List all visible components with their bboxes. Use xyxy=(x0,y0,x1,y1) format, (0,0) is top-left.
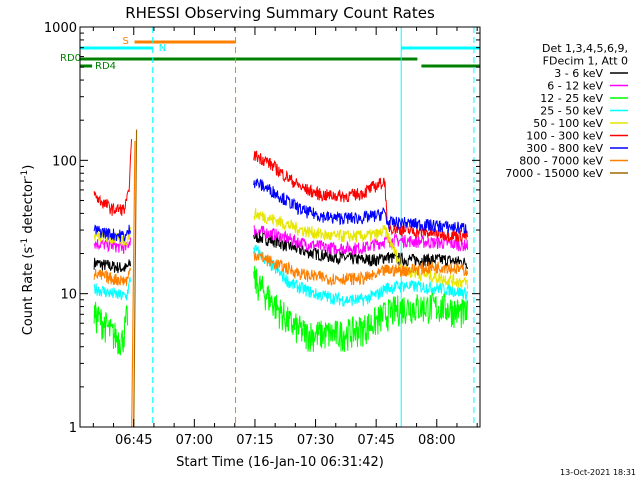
y-axis-label-end: ) xyxy=(21,165,36,170)
legend-header: Det 1,3,4,5,6,9, xyxy=(542,42,628,55)
y-axis-label-sup1: -1 xyxy=(20,238,30,247)
legend-label: 25 - 50 keV xyxy=(540,105,603,118)
y-axis-label-mid: detector xyxy=(21,178,36,238)
legend-label: 3 - 6 keV xyxy=(554,67,603,80)
x-axis: 06:45 07:00 07:15 07:30 07:45 08:00 xyxy=(92,27,478,448)
series-line xyxy=(253,265,469,353)
y-tick-label: 10 xyxy=(60,288,77,303)
x-axis-label: Start Time (16-Jan-10 06:31:42) xyxy=(176,455,384,470)
legend-header: FDecim 1, Att 0 xyxy=(543,55,628,68)
series-line xyxy=(93,301,129,356)
series-line xyxy=(253,244,469,308)
series-line xyxy=(93,267,131,287)
legend-label: 300 - 800 keV xyxy=(526,142,603,155)
y-axis: 1 10 100 1000 xyxy=(44,21,480,436)
series-line xyxy=(253,150,469,243)
y-tick-label: 1000 xyxy=(44,21,77,36)
legend-label: 800 - 7000 keV xyxy=(519,155,603,168)
flag-label-n: N xyxy=(159,43,166,54)
plot-frame xyxy=(79,26,481,428)
legend: Det 1,3,4,5,6,9,FDecim 1, Att 03 - 6 keV… xyxy=(505,42,628,180)
series-line xyxy=(253,251,469,286)
chart-title: RHESSI Observing Summary Count Rates xyxy=(125,4,435,22)
x-tick-label: 07:30 xyxy=(297,433,334,448)
legend-label: 50 - 100 keV xyxy=(533,117,603,130)
series-line xyxy=(93,139,132,216)
series-line xyxy=(253,224,469,255)
x-tick-label: 07:00 xyxy=(176,433,213,448)
generation-timestamp: 13-Oct-2021 18:31 xyxy=(560,468,636,477)
plot-area: S N RD0 RD4 xyxy=(60,26,481,428)
attenuator-spike xyxy=(133,129,138,428)
series-line xyxy=(93,224,131,242)
y-axis-label-main: Count Rate (s xyxy=(21,247,36,336)
series-lines xyxy=(93,129,469,428)
flag-label-rd0: RD0 xyxy=(60,53,81,64)
x-tick-label: 08:00 xyxy=(418,433,455,448)
y-axis-label: Count Rate (s-1 detector-1) xyxy=(20,165,36,336)
series-line xyxy=(253,178,468,235)
flag-bars: S N RD0 RD4 xyxy=(60,36,480,72)
series-line xyxy=(93,257,131,274)
series-line xyxy=(93,226,131,248)
series-line xyxy=(253,208,469,290)
y-tick-label: 1 xyxy=(69,421,77,436)
series-line xyxy=(253,230,469,270)
x-tick-label: 07:45 xyxy=(357,433,394,448)
x-tick-label: 07:15 xyxy=(236,433,273,448)
y-tick-label: 100 xyxy=(52,154,77,169)
y-axis-label-sup2: -1 xyxy=(20,170,30,179)
flag-label-s: S xyxy=(123,36,129,47)
legend-label: 100 - 300 keV xyxy=(526,130,603,143)
x-tick-label: 06:45 xyxy=(115,433,152,448)
attenuator-spike xyxy=(131,140,136,428)
series-line xyxy=(93,276,131,301)
legend-label: 6 - 12 keV xyxy=(547,80,603,93)
legend-label: 7000 - 15000 keV xyxy=(505,167,603,180)
flag-label-rd4: RD4 xyxy=(95,61,116,72)
legend-label: 12 - 25 keV xyxy=(540,92,603,105)
